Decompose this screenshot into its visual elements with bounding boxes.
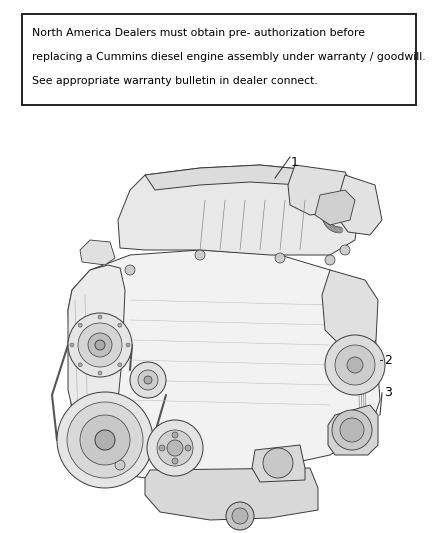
Text: 2: 2 — [384, 353, 392, 367]
Circle shape — [347, 357, 363, 373]
Circle shape — [130, 362, 166, 398]
Circle shape — [322, 213, 328, 219]
Circle shape — [118, 363, 122, 367]
Circle shape — [98, 315, 102, 319]
Circle shape — [275, 253, 285, 263]
Circle shape — [118, 323, 122, 327]
Bar — [22, 14, 416, 105]
Circle shape — [126, 343, 130, 347]
Polygon shape — [315, 190, 355, 225]
Circle shape — [70, 343, 74, 347]
Circle shape — [331, 226, 337, 232]
Circle shape — [159, 445, 165, 451]
Text: replacing a Cummins diesel engine assembly under warranty / goodwill.: replacing a Cummins diesel engine assemb… — [32, 52, 426, 62]
Circle shape — [340, 245, 350, 255]
Circle shape — [333, 227, 339, 232]
Circle shape — [138, 370, 158, 390]
Circle shape — [232, 508, 248, 524]
Circle shape — [195, 250, 205, 260]
Circle shape — [78, 323, 82, 327]
Circle shape — [57, 392, 153, 488]
Polygon shape — [145, 468, 318, 520]
Circle shape — [322, 214, 328, 221]
Circle shape — [325, 335, 385, 395]
Circle shape — [157, 430, 193, 466]
Polygon shape — [145, 165, 345, 190]
Polygon shape — [68, 265, 125, 430]
Circle shape — [335, 345, 375, 385]
Circle shape — [332, 226, 338, 232]
Circle shape — [327, 223, 333, 229]
Text: North America Dealers must obtain pre- authorization before: North America Dealers must obtain pre- a… — [32, 28, 365, 38]
Circle shape — [336, 227, 342, 233]
Circle shape — [325, 255, 335, 265]
Circle shape — [323, 217, 329, 223]
Circle shape — [95, 340, 105, 350]
Polygon shape — [118, 165, 360, 255]
Text: 3: 3 — [384, 386, 392, 400]
Circle shape — [80, 415, 130, 465]
Circle shape — [172, 458, 178, 464]
Circle shape — [88, 333, 112, 357]
Circle shape — [323, 218, 329, 224]
Polygon shape — [252, 445, 305, 482]
Circle shape — [115, 460, 125, 470]
Circle shape — [328, 224, 334, 230]
Circle shape — [125, 265, 135, 275]
Polygon shape — [288, 165, 358, 215]
Polygon shape — [322, 270, 378, 350]
Circle shape — [78, 323, 122, 367]
Circle shape — [337, 227, 343, 233]
Circle shape — [340, 418, 364, 442]
Circle shape — [329, 224, 335, 231]
Circle shape — [185, 445, 191, 451]
Circle shape — [78, 363, 82, 367]
Circle shape — [147, 420, 203, 476]
Circle shape — [326, 222, 332, 228]
Polygon shape — [80, 240, 115, 265]
Circle shape — [98, 371, 102, 375]
Circle shape — [325, 220, 330, 226]
Polygon shape — [338, 175, 382, 235]
Circle shape — [322, 212, 328, 218]
Polygon shape — [328, 405, 378, 455]
Circle shape — [325, 221, 331, 227]
Circle shape — [330, 225, 336, 231]
Circle shape — [322, 216, 328, 222]
Text: 1: 1 — [291, 156, 299, 168]
Circle shape — [67, 402, 143, 478]
Circle shape — [324, 219, 330, 225]
Circle shape — [263, 448, 293, 478]
Circle shape — [226, 502, 254, 530]
Circle shape — [167, 440, 183, 456]
Circle shape — [335, 227, 340, 233]
Circle shape — [144, 376, 152, 384]
Circle shape — [172, 432, 178, 438]
Text: See appropriate warranty bulletin in dealer connect.: See appropriate warranty bulletin in dea… — [32, 76, 318, 86]
Circle shape — [95, 430, 115, 450]
Circle shape — [332, 410, 372, 450]
Polygon shape — [68, 250, 380, 480]
Circle shape — [68, 313, 132, 377]
